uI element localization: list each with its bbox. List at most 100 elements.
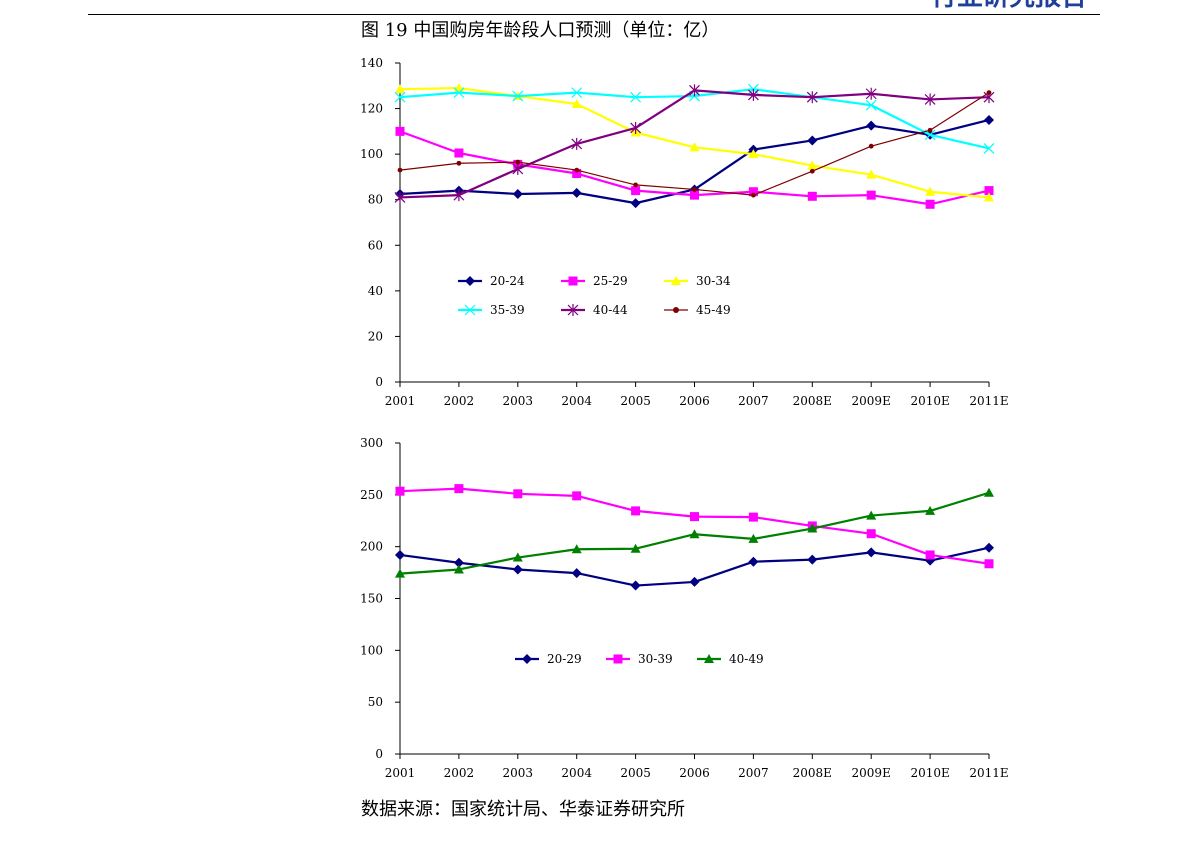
data-point-30-39 xyxy=(690,512,699,522)
x-tick-label: 2006 xyxy=(679,394,710,408)
data-point-20-24 xyxy=(630,198,641,209)
data-source: 数据来源：国家统计局、华泰证券研究所 xyxy=(361,799,685,820)
x-tick-label: 2001 xyxy=(385,394,416,408)
legend-marker-30-39 xyxy=(613,654,623,664)
data-point-40-49 xyxy=(807,523,818,533)
y-tick-label: 0 xyxy=(375,747,383,761)
data-point-40-49 xyxy=(689,529,700,539)
data-point-35-39 xyxy=(630,91,642,103)
legend-marker-35-39 xyxy=(464,304,476,316)
x-tick-label: 2005 xyxy=(620,766,651,780)
legend-marker-45-49 xyxy=(673,307,679,313)
x-tick-label: 2011E xyxy=(969,394,1008,408)
data-point-45-49 xyxy=(809,168,815,174)
x-tick-label: 2003 xyxy=(503,394,534,408)
y-tick-label: 50 xyxy=(368,695,383,709)
data-point-40-49 xyxy=(984,487,994,497)
legend-marker-30-34 xyxy=(671,276,681,285)
x-tick-label: 2005 xyxy=(620,394,651,408)
data-point-40-49 xyxy=(866,510,877,520)
x-tick-label: 2002 xyxy=(444,766,475,780)
data-point-40-44 xyxy=(689,84,700,97)
data-point-30-39 xyxy=(748,512,758,522)
header-rule xyxy=(88,14,1100,15)
data-point-30-34 xyxy=(807,160,818,170)
data-point-30-39 xyxy=(631,506,641,516)
data-point-30-39 xyxy=(572,491,582,501)
data-point-25-29 xyxy=(807,191,817,201)
legend-marker-25-29 xyxy=(568,276,578,286)
data-point-45-49 xyxy=(692,187,697,192)
data-point-35-39 xyxy=(865,99,877,111)
data-point-30-34 xyxy=(984,192,994,202)
data-point-20-29 xyxy=(748,556,759,567)
data-point-40-44 xyxy=(806,91,818,104)
data-point-45-49 xyxy=(986,90,992,96)
data-point-20-29 xyxy=(453,557,464,568)
x-tick-label: 2003 xyxy=(503,766,534,780)
data-point-20-24 xyxy=(866,120,877,131)
data-point-40-44 xyxy=(571,137,583,150)
y-tick-label: 150 xyxy=(360,592,383,606)
y-tick-label: 250 xyxy=(360,488,383,502)
data-point-30-39 xyxy=(395,486,405,496)
data-point-25-29 xyxy=(454,148,464,158)
data-point-45-49 xyxy=(633,182,638,188)
data-point-20-24 xyxy=(984,114,994,125)
data-point-40-44 xyxy=(865,87,877,100)
data-point-40-44 xyxy=(924,93,936,106)
data-point-40-44 xyxy=(394,191,406,204)
data-point-35-39 xyxy=(571,87,583,99)
x-tick-label: 2004 xyxy=(561,394,592,408)
y-tick-label: 40 xyxy=(368,284,383,298)
data-point-30-34 xyxy=(748,149,759,159)
legend-label-20-24: 20-24 xyxy=(490,274,525,288)
y-tick-label: 0 xyxy=(375,375,383,389)
data-point-25-29 xyxy=(572,169,582,179)
x-tick-label: 2002 xyxy=(444,394,475,408)
y-tick-label: 100 xyxy=(360,643,383,657)
data-point-45-49 xyxy=(574,167,580,173)
data-point-20-29 xyxy=(807,554,818,565)
data-point-40-49 xyxy=(453,564,464,574)
data-point-35-39 xyxy=(512,90,524,102)
data-point-25-29 xyxy=(631,186,641,196)
y-tick-label: 200 xyxy=(360,540,383,554)
figure-title: 图 19 中国购房年龄段人口预测（单位：亿） xyxy=(361,20,720,41)
data-point-40-49 xyxy=(395,568,405,578)
data-point-20-24 xyxy=(571,187,582,198)
data-point-30-34 xyxy=(866,169,877,179)
data-point-40-49 xyxy=(512,552,523,562)
y-tick-label: 140 xyxy=(360,56,383,70)
data-point-35-39 xyxy=(983,143,995,154)
y-tick-label: 20 xyxy=(368,329,383,343)
legend-label-25-29: 25-29 xyxy=(593,274,628,288)
y-tick-label: 120 xyxy=(360,102,383,116)
data-point-25-29 xyxy=(748,187,758,197)
x-tick-label: 2008E xyxy=(793,766,832,780)
data-point-30-39 xyxy=(984,559,994,569)
legend-marker-40-49 xyxy=(704,654,714,663)
data-point-45-49 xyxy=(927,127,933,133)
x-tick-label: 2009E xyxy=(852,766,891,780)
legend-label-45-49: 45-49 xyxy=(696,303,731,317)
data-point-45-49 xyxy=(397,167,403,173)
series-line-30-39 xyxy=(399,487,990,565)
data-point-30-34 xyxy=(925,186,936,196)
data-point-45-49 xyxy=(868,143,874,149)
data-point-20-29 xyxy=(866,547,877,558)
legend-label-30-34: 30-34 xyxy=(696,274,731,288)
data-point-40-49 xyxy=(925,505,936,515)
data-point-30-39 xyxy=(513,489,523,499)
data-point-25-29 xyxy=(690,190,699,200)
legend-marker-20-29 xyxy=(522,654,532,664)
legend-label-40-49: 40-49 xyxy=(729,652,764,666)
data-point-30-39 xyxy=(925,550,935,560)
data-point-35-39 xyxy=(453,87,465,99)
legend-label-30-39: 30-39 xyxy=(638,652,673,666)
data-point-40-49 xyxy=(630,543,641,553)
data-point-25-29 xyxy=(866,190,876,200)
data-point-20-29 xyxy=(630,580,641,591)
data-point-25-29 xyxy=(925,199,935,209)
